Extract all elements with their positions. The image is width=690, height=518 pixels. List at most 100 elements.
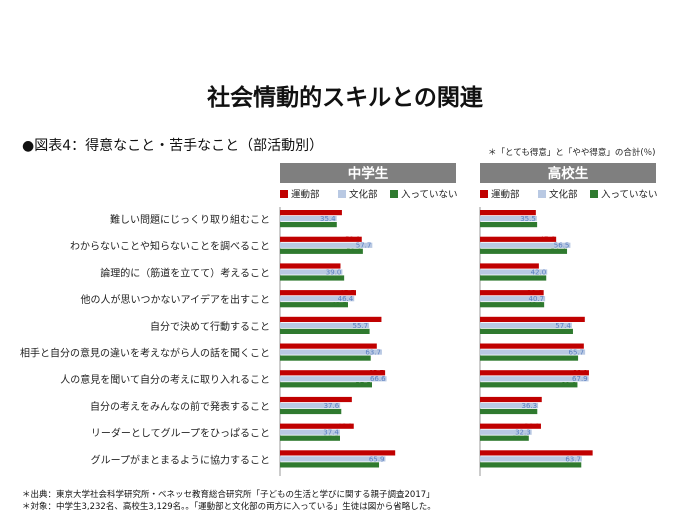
data-label: 30.5 [512,435,528,443]
bar [280,343,377,349]
bar [480,210,536,216]
data-label: 40.1 [328,274,344,282]
bar [480,275,547,281]
bar [280,296,355,302]
data-label: 38.1 [524,423,540,431]
data-label: 63.7 [565,455,581,463]
bar [280,370,386,376]
bar [480,456,582,462]
bar [480,343,584,349]
bar [280,408,342,415]
data-label: 32.3 [515,429,531,437]
data-label: 38.3 [325,408,341,416]
bar [480,450,593,456]
category-label: 自分の考えをみんなの前で発表すること [90,400,270,413]
panel-header-bg [480,163,656,183]
data-label: 37.4 [323,429,339,437]
bar [480,302,545,308]
legend-label: 運動部 [491,189,520,201]
data-label: 57.7 [356,242,372,250]
data-label: 63.7 [365,349,381,357]
bar [280,349,382,355]
bar [280,242,373,248]
data-label: 65.5 [568,316,584,324]
category-label: 論理的に（筋道を立てて）考えること [100,266,270,279]
category-label: 他の人が思いつかないアイデアを出すこと [81,293,271,306]
legend-label: 文化部 [349,189,378,201]
source-note: ＊出典：東京大学社会科学研究所・ベネッセ教育総合研究所「子どもの生活と学びに関す… [22,490,435,500]
data-label: 61.9 [362,461,378,469]
data-label: 46.4 [338,295,354,303]
bar [480,322,572,328]
data-label: 38.6 [525,396,541,404]
bar [480,382,578,388]
data-label: 37.8 [324,262,340,270]
data-label: 63.3 [565,461,581,469]
bar [480,376,589,382]
legend-swatch [590,190,598,198]
data-label: 35.8 [521,408,537,416]
data-label: 35.4 [320,215,336,223]
legend-swatch [338,190,346,198]
data-label: 56.5 [554,242,570,250]
bar [280,382,372,388]
bar [480,370,589,376]
bar [280,263,341,269]
bar [480,216,537,222]
figure-caption: ●図表4：得意なこと・苦手なこと（部活動別） [22,138,324,154]
data-label: 39.0 [326,268,342,276]
bar [280,328,370,334]
data-label: 63.4 [365,316,381,324]
data-label: 42.0 [531,268,547,276]
category-label: リーダーとしてグループをひっぱること [91,427,270,440]
data-label: 68.1 [572,369,588,377]
category-label: グループがまとまるように協力すること [91,453,270,466]
data-label: 35.7 [521,221,537,229]
bar [480,423,541,429]
data-label: 57.5 [355,381,371,389]
bar [280,396,352,403]
data-label: 51.8 [346,248,362,256]
bar [480,402,539,409]
legend-swatch [390,190,398,198]
data-label: 42.5 [331,301,347,309]
bar [480,349,586,355]
data-label: 64.9 [567,343,583,351]
data-label: 67.9 [572,375,588,383]
bar [480,355,579,361]
bar [280,248,363,254]
bar [480,248,568,254]
data-label: 46.1 [337,423,353,431]
data-label: 54.4 [550,248,566,256]
data-label: 39.8 [527,289,543,297]
data-label: 66.6 [370,375,386,383]
data-label: 57.4 [555,322,571,330]
bar [280,316,382,322]
data-label: 35.5 [320,221,336,229]
category-label: 自分で決めて行動すること [150,320,270,333]
data-label: 44.9 [335,396,351,404]
data-label: 51.1 [345,236,361,244]
bar [480,290,544,296]
bar [480,462,582,468]
bar [280,429,340,435]
data-label: 36.8 [522,262,538,270]
bar [280,222,337,228]
bar [280,462,380,468]
data-label: 56.7 [354,355,370,363]
bar [280,216,337,222]
bar [280,269,343,275]
bar [280,456,386,462]
bar [480,316,585,322]
bar [280,302,348,308]
data-label: 58.1 [556,328,572,336]
data-label: 36.3 [521,402,537,410]
bar [280,402,341,409]
category-label: 難しい問題にじっくり取り組むこと [110,213,270,226]
bar [480,236,557,242]
legend-swatch [480,190,488,198]
bar [280,450,396,456]
data-label: 38.7 [325,209,341,217]
data-label: 47.5 [339,289,355,297]
